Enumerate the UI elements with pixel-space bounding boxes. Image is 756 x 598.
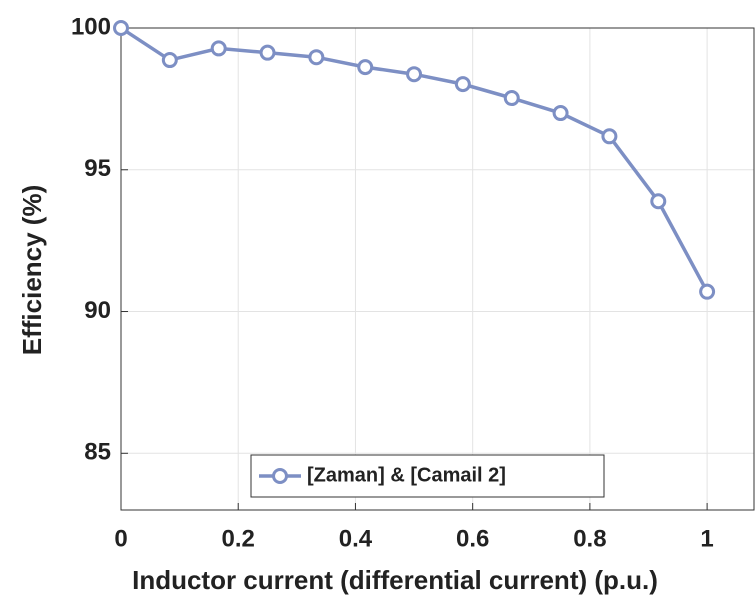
- x-axis-label: Inductor current (differential current) …: [132, 565, 658, 595]
- legend-box: [250, 454, 605, 498]
- data-point: [503, 90, 520, 107]
- x-tick-label: 0.2: [222, 525, 255, 552]
- plot-frame: [120, 27, 755, 511]
- y-axis-label: Efficiency (%): [17, 185, 47, 356]
- x-tick-label: 0.6: [456, 525, 489, 552]
- x-tick-label: 0: [114, 525, 127, 552]
- y-tick-label: 85: [84, 439, 111, 466]
- data-point: [406, 66, 423, 83]
- data-point: [601, 128, 618, 145]
- y-tick-label: 100: [71, 13, 111, 40]
- data-point: [259, 44, 276, 61]
- data-point: [650, 193, 667, 210]
- x-tick-label: 0.8: [573, 525, 606, 552]
- data-point: [161, 52, 178, 69]
- y-tick-label: 95: [84, 155, 111, 182]
- x-tick-label: 0.4: [339, 525, 373, 552]
- data-point: [113, 20, 129, 36]
- data-point: [699, 283, 716, 300]
- y-tick-label: 90: [84, 297, 111, 324]
- data-point: [210, 40, 227, 57]
- data-point: [552, 105, 569, 122]
- legend-label: [Zaman] & [Camail 2]: [307, 464, 506, 486]
- legend-marker: [272, 468, 288, 484]
- data-point: [357, 59, 374, 76]
- x-tick-label: 1: [700, 525, 713, 552]
- data-point: [308, 49, 325, 66]
- data-point: [454, 76, 471, 93]
